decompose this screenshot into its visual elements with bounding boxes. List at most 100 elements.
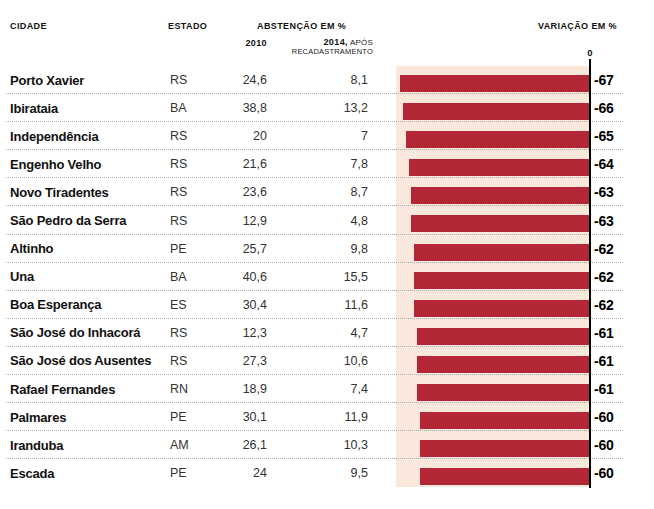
variation-bar bbox=[420, 468, 590, 485]
header-variacao: VARIAÇÃO EM % bbox=[517, 21, 617, 31]
variation-label: -63 bbox=[594, 206, 614, 234]
variation-label: -62 bbox=[594, 291, 614, 319]
table-row: Palmares PE 30,1 11,9 -60 bbox=[0, 403, 654, 431]
abstention-2010-cell: 20 bbox=[207, 122, 267, 150]
table-row: Una BA 40,6 15,5 -62 bbox=[0, 263, 654, 291]
variation-label: -60 bbox=[594, 459, 614, 487]
header-2014: 2014, APÓSRECADASTRAMENTO bbox=[277, 38, 373, 56]
variation-bar bbox=[417, 384, 590, 401]
city-cell: Iranduba bbox=[10, 431, 63, 459]
city-cell: São José do Inhacorá bbox=[10, 319, 140, 347]
table-row: Altinho PE 25,7 9,8 -62 bbox=[0, 235, 654, 263]
variation-label: -60 bbox=[594, 403, 614, 431]
variation-label: -62 bbox=[594, 235, 614, 263]
table-row: São José dos Ausentes RS 27,3 10,6 -61 bbox=[0, 347, 654, 375]
abstention-2010-cell: 12,3 bbox=[207, 319, 267, 347]
abstention-2014-cell: 10,3 bbox=[308, 431, 368, 459]
state-cell: RS bbox=[170, 66, 187, 94]
city-cell: Independência bbox=[10, 122, 98, 150]
variation-label: -61 bbox=[594, 347, 614, 375]
abstention-2010-cell: 38,8 bbox=[207, 94, 267, 122]
abstention-2014-cell: 10,6 bbox=[308, 347, 368, 375]
abstention-variation-chart: CIDADE ESTADO ABSTENÇÃO EM % 2010 2014, … bbox=[0, 0, 654, 509]
abstention-2014-cell: 8,7 bbox=[308, 178, 368, 206]
variation-bar bbox=[417, 328, 590, 345]
abstention-2014-cell: 9,8 bbox=[308, 235, 368, 263]
variation-bar bbox=[414, 244, 590, 261]
abstention-2010-cell: 18,9 bbox=[207, 375, 267, 403]
abstention-2010-cell: 24,6 bbox=[207, 66, 267, 94]
variation-label: -66 bbox=[594, 94, 614, 122]
city-cell: Ibirataia bbox=[10, 94, 58, 122]
abstention-2014-cell: 11,6 bbox=[308, 291, 368, 319]
abstention-2014-cell: 13,2 bbox=[308, 94, 368, 122]
variation-label: -61 bbox=[594, 319, 614, 347]
city-cell: Porto Xavier bbox=[10, 66, 84, 94]
variation-label: -63 bbox=[594, 178, 614, 206]
table-row: Boa Esperança ES 30,4 11,6 -62 bbox=[0, 291, 654, 319]
table-row: Novo Tiradentes RS 23,6 8,7 -63 bbox=[0, 178, 654, 206]
state-cell: RS bbox=[170, 150, 187, 178]
abstention-2010-cell: 21,6 bbox=[207, 150, 267, 178]
header-2014-year: 2014, bbox=[323, 37, 348, 47]
abstention-2014-cell: 11,9 bbox=[308, 403, 368, 431]
header-2014-apos: APÓS bbox=[348, 38, 373, 47]
state-cell: RS bbox=[170, 178, 187, 206]
zero-axis-line bbox=[589, 59, 591, 488]
city-cell: Altinho bbox=[10, 235, 53, 263]
abstention-2010-cell: 30,1 bbox=[207, 403, 267, 431]
city-cell: Palmares bbox=[10, 403, 66, 431]
variation-label: -64 bbox=[594, 150, 614, 178]
header-cidade: CIDADE bbox=[10, 21, 47, 31]
header-2014-recadastramento: RECADASTRAMENTO bbox=[277, 47, 373, 56]
city-cell: Engenho Velho bbox=[10, 150, 101, 178]
abstention-2014-cell: 7,8 bbox=[308, 150, 368, 178]
state-cell: ES bbox=[170, 291, 187, 319]
state-cell: PE bbox=[170, 235, 187, 263]
state-cell: PE bbox=[170, 459, 187, 487]
table-row: Rafael Fernandes RN 18,9 7,4 -61 bbox=[0, 375, 654, 403]
variation-bar bbox=[414, 300, 590, 317]
table-row: Porto Xavier RS 24,6 8,1 -67 bbox=[0, 66, 654, 94]
variation-label: -65 bbox=[594, 122, 614, 150]
table-row: Escada PE 24 9,5 -60 bbox=[0, 459, 654, 487]
table-row: Engenho Velho RS 21,6 7,8 -64 bbox=[0, 150, 654, 178]
header-2010: 2010 bbox=[217, 38, 267, 48]
abstention-2014-cell: 7 bbox=[308, 122, 368, 150]
table-row: Iranduba AM 26,1 10,3 -60 bbox=[0, 431, 654, 459]
variation-bar bbox=[403, 103, 590, 120]
abstention-2010-cell: 12,9 bbox=[207, 206, 267, 234]
variation-label: -61 bbox=[594, 375, 614, 403]
state-cell: AM bbox=[170, 431, 189, 459]
abstention-2010-cell: 27,3 bbox=[207, 347, 267, 375]
table-row: Independência RS 20 7 -65 bbox=[0, 122, 654, 150]
state-cell: RS bbox=[170, 206, 187, 234]
variation-bar bbox=[420, 440, 590, 457]
axis-zero-label: 0 bbox=[582, 47, 598, 58]
variation-label: -67 bbox=[594, 66, 614, 94]
state-cell: BA bbox=[170, 263, 187, 291]
table-row: São José do Inhacorá RS 12,3 4,7 -61 bbox=[0, 319, 654, 347]
abstention-2014-cell: 7,4 bbox=[308, 375, 368, 403]
variation-bar bbox=[411, 215, 590, 232]
abstention-2014-cell: 4,8 bbox=[308, 206, 368, 234]
abstention-2010-cell: 25,7 bbox=[207, 235, 267, 263]
abstention-2014-cell: 4,7 bbox=[308, 319, 368, 347]
state-cell: RS bbox=[170, 319, 187, 347]
city-cell: São Pedro da Serra bbox=[10, 206, 126, 234]
variation-bar bbox=[406, 131, 590, 148]
abstention-2014-cell: 8,1 bbox=[308, 66, 368, 94]
abstention-2014-cell: 15,5 bbox=[308, 263, 368, 291]
variation-bar bbox=[420, 412, 590, 429]
state-cell: RS bbox=[170, 347, 187, 375]
abstention-2010-cell: 40,6 bbox=[207, 263, 267, 291]
state-cell: RN bbox=[170, 375, 188, 403]
abstention-2010-cell: 23,6 bbox=[207, 178, 267, 206]
state-cell: RS bbox=[170, 122, 187, 150]
city-cell: Escada bbox=[10, 459, 54, 487]
header-estado: ESTADO bbox=[168, 21, 207, 31]
variation-bar bbox=[409, 159, 591, 176]
table-row: Ibirataia BA 38,8 13,2 -66 bbox=[0, 94, 654, 122]
abstention-2010-cell: 30,4 bbox=[207, 291, 267, 319]
variation-bar bbox=[414, 272, 590, 289]
